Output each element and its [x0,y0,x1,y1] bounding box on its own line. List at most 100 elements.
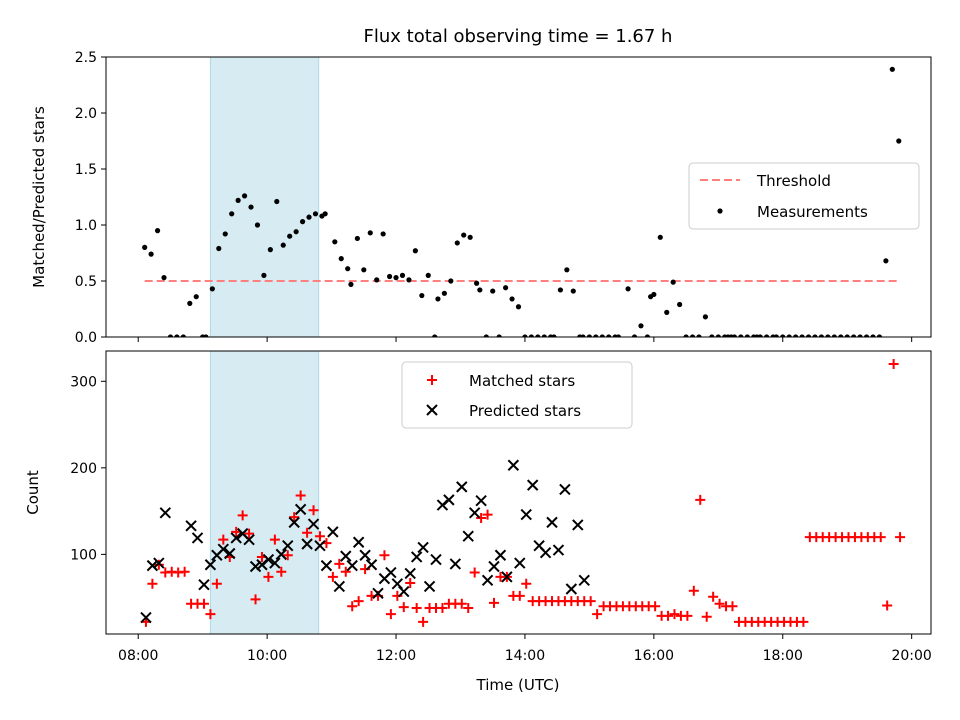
measurement-point [744,334,750,337]
matched-star-point [327,571,338,582]
matched-star-point [179,566,190,577]
predicted-star-point [475,495,487,507]
measurement-point [812,334,818,337]
x-tick-label: 20:00 [891,648,931,664]
predicted-star-point [301,538,313,550]
legend-measurements-label: Measurements [757,203,868,221]
predicted-star-point [423,580,436,593]
measurement-point [738,334,744,337]
measurement-point [142,244,148,250]
measurement-point [483,334,489,337]
predicted-star-point [359,549,371,561]
legend-top: Threshold Measurements [688,162,920,230]
measurement-point [889,66,895,72]
measurement-point [764,334,770,337]
y-tick-label: 300 [70,374,97,390]
measurement-point [441,290,447,296]
predicted-star-point [417,541,429,554]
predicted-star-point [365,559,378,571]
matched-star-point [798,616,809,627]
measurement-point [570,288,576,294]
x-tick-label: 18:00 [763,648,803,664]
measurement-point [793,334,799,337]
matched-star-point [218,534,229,545]
measurement-point [541,334,547,337]
measurement-point [580,334,586,337]
measurement-point [522,334,528,337]
measurement-point [857,334,863,337]
measurement-point [773,334,779,337]
predicted-star-point [526,479,539,491]
legend-bottom: Matched stars Predicted stars [401,361,633,429]
measurement-point [474,280,480,286]
measurement-point [345,266,351,272]
measurement-point [593,334,599,337]
predicted-star-point [488,560,500,573]
measurement-point [564,267,570,273]
predicted-star-point [372,587,384,600]
matched-star-point [250,594,261,605]
measurement-point [354,235,360,242]
matched-star-point [714,598,725,609]
predicted-star-point [140,611,152,624]
measurement-point [831,334,837,337]
measurement-point [477,287,483,293]
measurement-point [786,334,792,337]
measurement-point [876,334,883,337]
predicted-star-point [243,533,255,546]
measurement-point [677,301,683,308]
measurement-point [448,278,454,284]
predicted-star-point [552,544,565,556]
matched-star-point [521,578,532,589]
predicted-star-point [539,546,552,559]
predicted-star-point [307,518,320,530]
predicted-star-point [578,574,590,587]
measurement-point [696,334,702,337]
measurement-point [702,314,709,320]
y-tick-label: 2.0 [75,106,97,122]
predicted-star-point [398,585,410,598]
measurement-point [299,219,306,225]
x-tick-label: 08:00 [118,648,158,664]
measurement-point [235,197,241,203]
predicted-star-point [275,548,288,561]
y-tick-label: 1.0 [75,218,97,234]
measurement-point [863,334,870,337]
matched-star-point [411,603,422,614]
predicted-star-point [146,559,159,572]
matched-star-point [205,609,216,620]
predicted-star-point [546,516,558,529]
predicted-star-point [352,536,365,548]
predicted-star-point [282,540,294,552]
measurement-point [496,334,502,337]
measurement-point [367,230,373,236]
measurement-point [657,234,663,240]
measurement-point [280,242,286,248]
predicted-star-point [340,550,352,562]
x-tick-label: 10:00 [247,648,287,664]
measurement-point [406,277,412,283]
measurement-point [187,300,193,306]
matched-star-point [353,596,364,607]
predicted-star-point [191,532,204,544]
matched-star-point [669,609,680,620]
matched-star-point [334,558,345,569]
chart-title: Flux total observing time = 1.67 h [364,26,673,47]
measurement-point [419,292,425,299]
predicted-star-point [204,559,217,571]
predicted-star-point [410,551,423,563]
measurement-point [399,272,406,278]
measurement-point [689,334,696,337]
matched-star-point [682,610,693,621]
measurement-point [241,193,248,199]
measurement-point [203,334,209,337]
matched-star-point [405,577,416,588]
measurement-point [844,334,850,337]
measurement-point [551,334,557,337]
measurement-point [731,334,738,337]
bottom-panel: 100 200 300 08:00 10:00 12:00 14:00 16:00 18:00 2… [24,350,932,664]
measurement-point [374,277,380,283]
predicted-star-point [501,571,513,583]
measurement-point [586,334,592,337]
measurement-point [312,211,319,217]
